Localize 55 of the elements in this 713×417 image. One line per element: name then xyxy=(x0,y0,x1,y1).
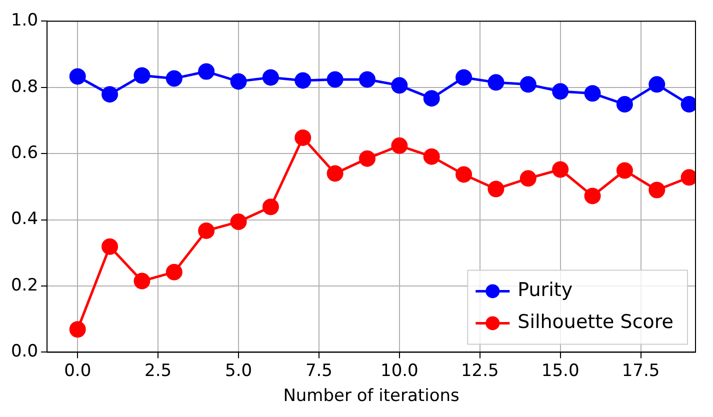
point xyxy=(69,321,86,338)
point xyxy=(616,96,633,113)
y-tick-label: 0.8 xyxy=(10,76,38,97)
y-tick-label: 1.0 xyxy=(10,10,38,31)
point xyxy=(294,129,312,146)
point xyxy=(134,67,150,84)
point xyxy=(584,85,601,102)
y-tick-label: 0.0 xyxy=(10,342,38,362)
x-axis-title: Number of iterations xyxy=(283,386,460,406)
point xyxy=(648,182,666,198)
y-tick-label: 0.4 xyxy=(10,209,38,230)
point xyxy=(552,83,569,100)
point xyxy=(326,165,344,182)
point xyxy=(69,68,86,85)
y-tick-label: 0.6 xyxy=(10,143,38,164)
point xyxy=(294,72,312,89)
x-tick-label: 7.5 xyxy=(305,360,332,381)
point xyxy=(166,264,182,280)
point xyxy=(166,70,182,87)
point xyxy=(423,148,440,165)
point xyxy=(552,161,569,178)
point xyxy=(358,150,376,167)
point xyxy=(391,77,408,94)
point xyxy=(488,180,504,198)
point xyxy=(616,162,633,179)
point xyxy=(198,222,215,239)
point xyxy=(456,69,472,86)
x-tick-label: 12.5 xyxy=(460,360,499,381)
legend-label: Silhouette Score xyxy=(518,311,674,334)
x-tick-label: 15.0 xyxy=(541,360,580,381)
x-tick-label: 2.5 xyxy=(144,360,172,381)
x-tick-label: 0.0 xyxy=(64,360,92,381)
point xyxy=(230,214,247,230)
y-tick-label: 0.2 xyxy=(10,275,38,296)
point xyxy=(198,63,215,80)
point xyxy=(326,71,344,88)
point xyxy=(230,73,247,90)
point xyxy=(648,76,666,93)
x-tick-label: 10.0 xyxy=(380,360,418,381)
point xyxy=(262,69,279,86)
point xyxy=(423,90,440,107)
point xyxy=(262,198,279,216)
point xyxy=(520,170,536,187)
x-tick-label: 17.5 xyxy=(622,360,660,381)
point xyxy=(391,137,408,154)
point xyxy=(488,74,504,91)
point xyxy=(520,76,536,93)
point xyxy=(102,238,118,255)
point xyxy=(102,86,118,103)
point xyxy=(584,188,601,204)
legend-label: Purity xyxy=(518,279,573,302)
x-tick-label: 5.0 xyxy=(224,360,252,381)
point xyxy=(456,166,472,183)
point xyxy=(358,71,376,88)
point xyxy=(134,272,150,290)
